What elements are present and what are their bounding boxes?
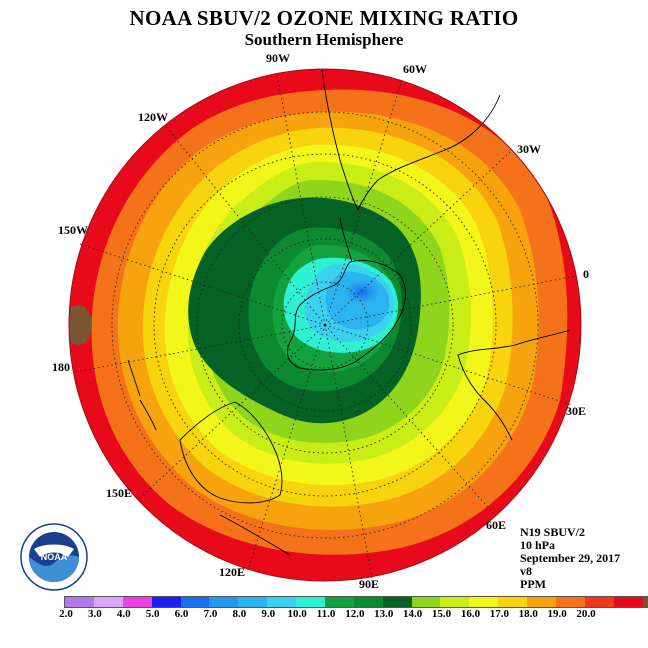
ozone-field <box>69 69 581 581</box>
info-panel: N19 SBUV/2 10 hPa September 29, 2017 v8 … <box>520 526 620 591</box>
colorbar-segment <box>93 597 123 607</box>
colorbar-tick-label: 5.0 <box>145 608 160 620</box>
colorbar-segment <box>411 597 441 607</box>
version-label: v8 <box>520 564 532 578</box>
lon-label-90e: 90E <box>359 577 380 591</box>
colorbar-tick-label: 18.0 <box>518 608 538 620</box>
lon-label-30e: 30E <box>566 404 587 418</box>
colorbar-tick-label: 16.0 <box>460 608 481 620</box>
lon-label-90w: 90W <box>266 51 290 65</box>
colorbar-tick-label: 9.0 <box>261 608 276 620</box>
colorbar-segment <box>642 597 648 607</box>
lon-label-120w: 120W <box>138 110 168 124</box>
map-subtitle: Southern Hemisphere <box>244 30 404 49</box>
satellite-label: N19 SBUV/2 <box>520 525 586 539</box>
colorbar-segment <box>122 597 152 607</box>
lon-label-30w: 30W <box>517 142 541 156</box>
colorbar-tick-label: 10.0 <box>287 608 307 620</box>
noaa-logo-text: NOAA <box>41 552 68 562</box>
colorbar-tick-label: 7.0 <box>203 608 218 620</box>
lon-label-180: 180 <box>52 360 70 374</box>
colorbar-segment <box>353 597 383 607</box>
map-title: NOAA SBUV/2 OZONE MIXING RATIO <box>129 6 519 30</box>
colorbar-tick-label: 14.0 <box>403 608 423 620</box>
colorbar-segment <box>65 597 94 607</box>
colorbar-tick-label: 17.0 <box>489 608 509 620</box>
lon-label-0: 0 <box>583 267 589 281</box>
colorbar-segment <box>296 597 325 607</box>
colorbar-segment <box>209 597 239 607</box>
lon-label-120e: 120E <box>219 565 246 579</box>
lon-label-60w: 60W <box>403 62 427 76</box>
colorbar-tick-label: 4.0 <box>116 608 131 620</box>
color-legend-labels: 2.0 3.0 4.0 5.0 6.0 7.0 8.0 9.0 10.0 11.0 12.0 13.0… <box>0 608 648 622</box>
latitude-grid <box>111 111 539 539</box>
colorbar-tick-label: 20.0 <box>576 608 596 620</box>
colorbar-segment <box>238 597 268 607</box>
colorbar-segment <box>151 597 181 607</box>
longitude-grid <box>74 73 576 579</box>
colorbar-segment <box>498 597 527 607</box>
colorbar-tick-label: 8.0 <box>232 608 247 620</box>
colorbar-tick-label: 2.0 <box>59 608 73 620</box>
colorbar-tick-label: 19.0 <box>547 608 567 620</box>
colorbar-tick-label: 6.0 <box>174 608 189 620</box>
colorbar-segment <box>324 597 354 607</box>
colorbar-segment <box>527 597 556 607</box>
colorbar-segment <box>613 597 643 607</box>
colorbar-segment <box>382 597 412 607</box>
colorbar-segment <box>555 597 585 607</box>
colorbar-tick-label: 13.0 <box>374 608 394 620</box>
colorbar-segment <box>440 597 470 607</box>
colorbar-segment <box>584 597 614 607</box>
lon-label-150w: 150W <box>58 223 88 237</box>
colorbar-tick-label: 3.0 <box>88 608 102 620</box>
lon-label-60e: 60E <box>486 518 507 532</box>
color-legend-bar <box>64 596 648 608</box>
colorbar-segment <box>469 597 499 607</box>
date-label: September 29, 2017 <box>520 551 621 565</box>
colorbar-segment <box>180 597 210 607</box>
units-label: PPM <box>520 577 546 591</box>
noaa-logo: NOAA <box>20 523 88 591</box>
coastlines <box>127 69 571 556</box>
colorbar-tick-label: 11.0 <box>316 608 336 620</box>
colorbar-segment <box>267 597 296 607</box>
colorbar-tick-label: 15.0 <box>431 608 452 620</box>
colorbar-tick-label: 12.0 <box>345 608 365 620</box>
lon-label-150e: 150E <box>106 486 133 500</box>
pressure-level: 10 hPa <box>520 538 556 552</box>
